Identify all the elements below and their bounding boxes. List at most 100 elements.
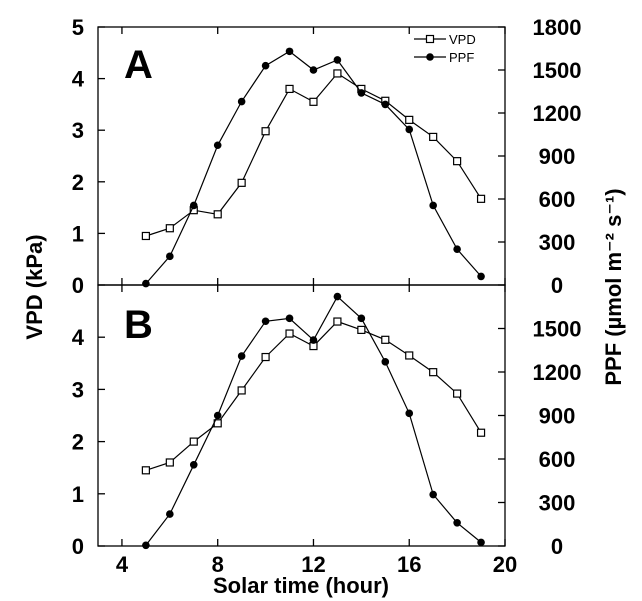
ppf-point (309, 336, 318, 344)
vpd-point (429, 132, 438, 142)
ppf-point (237, 97, 246, 106)
ppf-point (357, 89, 366, 97)
panel-a-label: A (124, 43, 153, 87)
vpd-point (285, 84, 294, 94)
vpd-point (357, 325, 366, 334)
left-tick-label: 4 (72, 325, 85, 350)
left-tick-label: 5 (72, 15, 84, 40)
ppf-point (381, 358, 390, 366)
left-tick-label: 3 (72, 377, 84, 402)
ppf-line (145, 295, 482, 546)
vpd-point (476, 194, 486, 203)
vpd-point (261, 127, 270, 136)
vpd-point (309, 97, 318, 106)
x-tick-label: 4 (116, 552, 129, 577)
vpd-point (429, 368, 438, 377)
vpd-point (165, 458, 174, 467)
left-tick-label: 2 (72, 430, 84, 455)
x-axis-title: Solar time (hour) (213, 573, 389, 598)
axis-ticks (98, 26, 506, 547)
vpd-point (476, 428, 486, 437)
ppf-point (477, 538, 485, 547)
right-axis-title: PPF (µmol m⁻² s⁻¹) (601, 188, 626, 385)
right-tick-label: 1500 (533, 58, 582, 83)
right-tick-label: 0 (551, 534, 563, 559)
ppf-line (145, 50, 482, 284)
ppf-point (237, 352, 246, 360)
panel-b-series (141, 292, 486, 550)
ppf-point (309, 66, 318, 74)
axis-tick-labels: 4 8 12 16 2001234503006009001200150018000123… (72, 15, 582, 577)
right-tick-label: 1800 (533, 15, 582, 40)
left-tick-label: 3 (72, 118, 84, 143)
legend-vpd-marker (425, 34, 435, 44)
vpd-point (333, 69, 342, 78)
vpd-point (141, 231, 150, 241)
panel-b-label: B (124, 303, 153, 347)
ppf-point (477, 272, 485, 281)
vpd-point (213, 210, 222, 219)
vpd-point (237, 386, 246, 395)
vpd-point (453, 389, 462, 398)
vpd-point (333, 317, 342, 326)
right-tick-label: 900 (539, 404, 576, 429)
legend-ppf-marker (426, 53, 434, 61)
ppf-point (357, 314, 366, 323)
legend-ppf-label: PPF (449, 50, 474, 65)
ppf-point (166, 252, 174, 261)
ppf-point (189, 201, 198, 210)
ppf-point (142, 279, 150, 288)
x-tick-label: 8 (212, 552, 224, 577)
right-tick-label: 300 (539, 230, 576, 255)
vpd-point (165, 224, 174, 233)
ppf-point (142, 541, 150, 550)
left-tick-label: 1 (72, 482, 84, 507)
panel-a-series (141, 47, 486, 288)
panel-a-frame (97, 26, 506, 286)
ppf-point (261, 317, 270, 326)
ppf-point (333, 56, 342, 64)
vpd-point (405, 115, 414, 124)
ppf-point (453, 519, 461, 527)
ppf-point (285, 47, 294, 56)
left-tick-label: 4 (72, 67, 85, 92)
vpd-point (261, 352, 270, 362)
vpd-point (405, 351, 414, 360)
ppf-point (453, 245, 461, 253)
left-tick-label: 2 (72, 170, 84, 195)
left-axis-title: VPD (kPa) (22, 234, 47, 339)
ppf-point (261, 61, 270, 70)
vpd-point (189, 437, 198, 446)
ppf-point (189, 461, 198, 469)
vpd-point (285, 329, 294, 338)
vpd-point (453, 157, 462, 166)
ppf-point (381, 100, 390, 109)
right-tick-label: 1500 (533, 317, 582, 342)
left-tick-label: 0 (72, 273, 84, 298)
right-tick-label: 600 (539, 447, 576, 472)
vpd-point (141, 466, 150, 475)
vpd-point (237, 178, 246, 187)
right-tick-label: 1200 (533, 101, 582, 126)
x-tick-label: 12 (301, 552, 325, 577)
right-tick-label: 1200 (533, 360, 582, 385)
left-tick-label: 0 (72, 534, 84, 559)
right-tick-label: 900 (539, 144, 576, 169)
x-tick-label: 16 (397, 552, 421, 577)
legend: VPD PPF (414, 32, 476, 65)
ppf-point (213, 141, 222, 150)
legend-vpd-label: VPD (449, 32, 476, 47)
right-tick-label: 0 (551, 273, 563, 298)
ppf-point (285, 314, 294, 323)
x-tick-label: 20 (493, 552, 517, 577)
right-tick-label: 600 (539, 187, 576, 212)
ppf-point (429, 201, 437, 210)
left-tick-label: 1 (72, 221, 84, 246)
ppf-point (405, 125, 414, 134)
ppf-point (429, 490, 437, 499)
ppf-point (405, 409, 414, 418)
ppf-point (166, 510, 174, 518)
right-tick-label: 300 (539, 491, 576, 516)
ppf-point (213, 411, 222, 420)
